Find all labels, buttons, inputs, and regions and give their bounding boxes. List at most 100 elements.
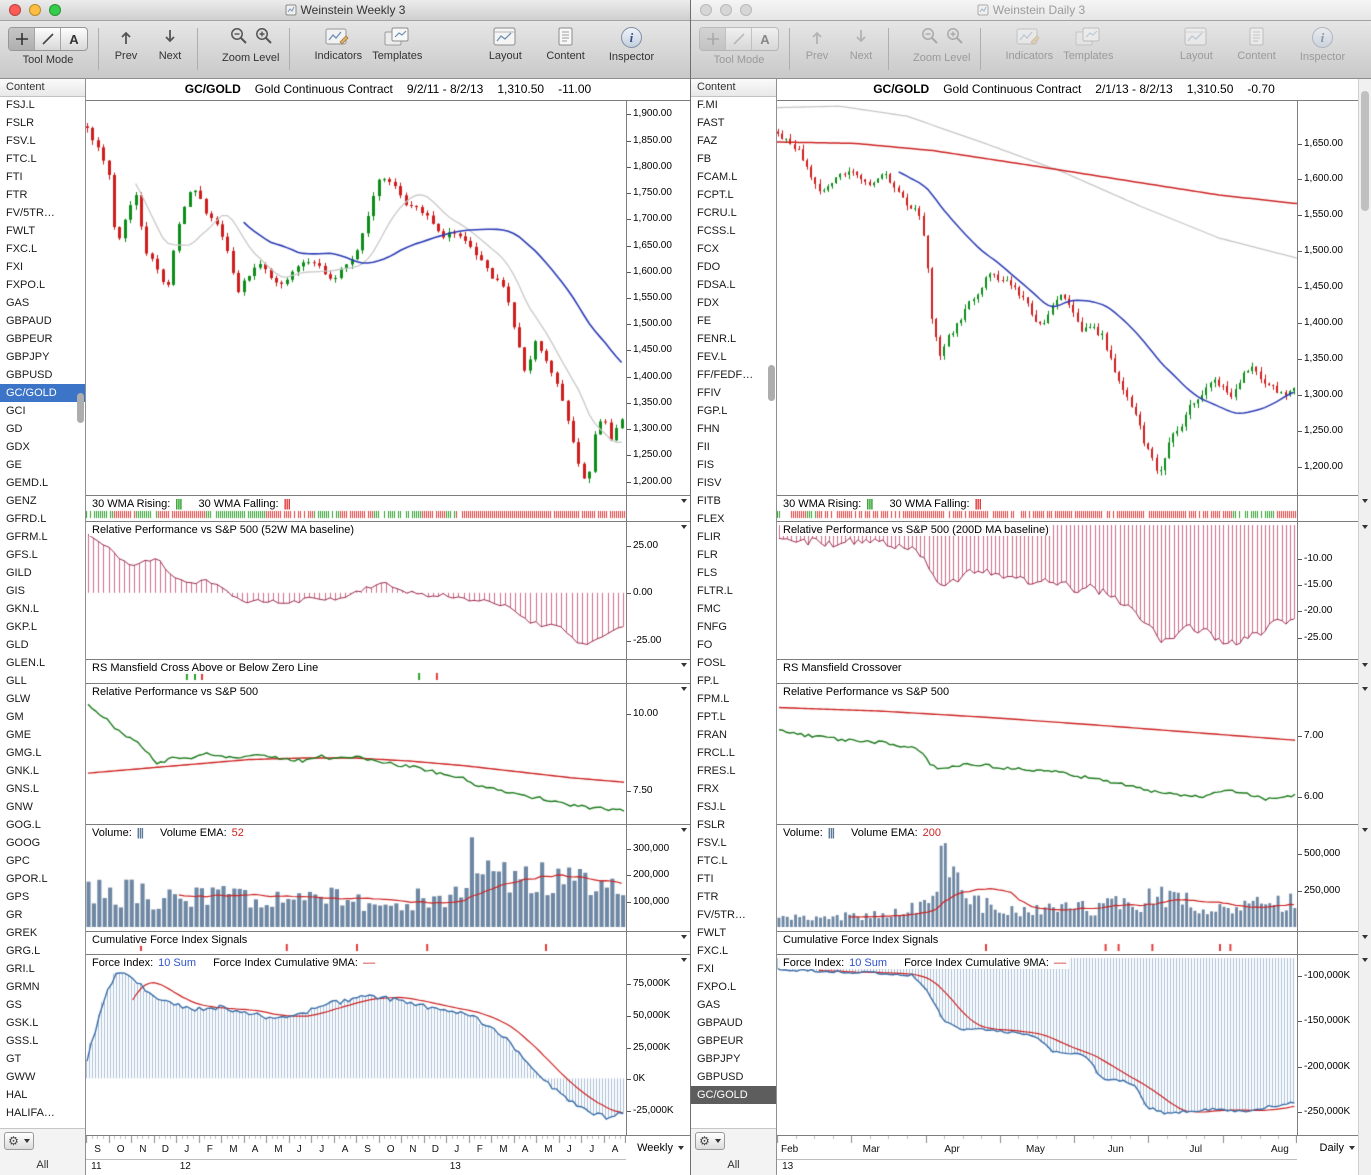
ticker-item[interactable]: FP.L	[697, 675, 719, 687]
force-signal-canvas[interactable]	[777, 943, 1297, 952]
volume-canvas[interactable]	[86, 825, 626, 930]
layout-button[interactable]: Layout	[1179, 27, 1213, 62]
ticker-item[interactable]: GENZ	[6, 495, 37, 507]
relative-performance-canvas[interactable]	[86, 522, 626, 658]
ticker-item[interactable]: FEV.L	[697, 351, 727, 363]
pane-collapse-button[interactable]	[681, 828, 687, 832]
ticker-item[interactable]: GRMN	[6, 981, 40, 993]
tool-pointer-button[interactable]	[700, 28, 726, 50]
ticker-item[interactable]: FENR.L	[697, 333, 737, 345]
action-menu-button[interactable]: ⚙	[4, 1132, 34, 1150]
ticker-item[interactable]: GDX	[6, 441, 30, 453]
ticker-item[interactable]: FLS	[697, 567, 718, 579]
volume-canvas[interactable]	[777, 825, 1297, 930]
ticker-item[interactable]: GRI.L	[6, 963, 35, 975]
ticker-item[interactable]: FII	[697, 441, 710, 453]
ticker-item[interactable]: FXC.L	[697, 945, 729, 957]
ticker-item[interactable]: FTC.L	[697, 855, 728, 867]
ticker-item[interactable]: FHN	[697, 423, 720, 435]
ticker-item[interactable]: FXPO.L	[697, 981, 737, 993]
pane-collapse-button[interactable]	[1362, 525, 1368, 529]
ticker-item[interactable]: FITB	[697, 495, 721, 507]
scrollbar-thumb[interactable]	[1361, 91, 1369, 211]
ticker-item[interactable]: FLR	[697, 549, 718, 561]
minimize-button[interactable]	[720, 4, 732, 16]
ticker-item[interactable]: GBPAUD	[697, 1017, 743, 1029]
ticker-item[interactable]: FRES.L	[697, 765, 736, 777]
ticker-item[interactable]: FPT.L	[697, 711, 726, 723]
close-button[interactable]	[700, 4, 712, 16]
pane-collapse-button[interactable]	[1362, 935, 1368, 939]
pane-collapse-button[interactable]	[1362, 663, 1368, 667]
wma-strip-canvas[interactable]	[777, 510, 1297, 519]
ticker-item[interactable]: FRCL.L	[697, 747, 735, 759]
ticker-item[interactable]: FXI	[697, 963, 715, 975]
ticker-item[interactable]: FV/5TR…	[697, 909, 746, 921]
ticker-item[interactable]: FTR	[6, 189, 28, 201]
ticker-item[interactable]: HALIFA…	[6, 1107, 55, 1119]
relative-performance-canvas[interactable]	[777, 522, 1297, 658]
ticker-item[interactable]: FTI	[697, 873, 714, 885]
ticker-item[interactable]: FDX	[697, 297, 719, 309]
ticker-item[interactable]: GFRD.L	[6, 513, 47, 525]
ticker-item[interactable]: FCRU.L	[697, 207, 737, 219]
ticker-item[interactable]: FSLR	[6, 117, 35, 129]
ticker-item[interactable]: GPOR.L	[6, 873, 48, 885]
ticker-item[interactable]: GREK	[6, 927, 38, 939]
sidebar-scrollbar-thumb[interactable]	[77, 393, 84, 423]
pane-collapse-button[interactable]	[1362, 958, 1368, 962]
pane-collapse-button[interactable]	[681, 525, 687, 529]
pane-collapse-button[interactable]	[1362, 499, 1368, 503]
ticker-item[interactable]: FB	[697, 153, 712, 165]
relative-strength-canvas[interactable]	[777, 684, 1297, 823]
ticker-item[interactable]: GKN.L	[6, 603, 40, 615]
ticker-item[interactable]: GBPAUD	[6, 315, 52, 327]
ticker-item[interactable]: GR	[6, 909, 23, 921]
minimize-button[interactable]	[29, 4, 41, 16]
action-menu-button[interactable]: ⚙	[695, 1132, 725, 1150]
zoom-button[interactable]	[49, 4, 61, 16]
ticker-item[interactable]: FO	[697, 639, 713, 651]
wma-strip-canvas[interactable]	[86, 510, 626, 519]
ticker-list[interactable]: F.MI FAST FAZ FB FCAM.L FCPT.L FCRU.L FCSS.L FCX…	[691, 96, 776, 1129]
ticker-item[interactable]: GLL	[6, 675, 27, 687]
ticker-item[interactable]: GAS	[6, 297, 30, 309]
next-button[interactable]: Next	[153, 27, 187, 62]
ticker-item[interactable]: FSJ.L	[697, 801, 726, 813]
ticker-item[interactable]: GC/GOLD	[0, 384, 85, 402]
ticker-item[interactable]: GOOG	[6, 837, 41, 849]
ticker-item[interactable]: FTI	[6, 171, 23, 183]
content-button[interactable]: Content	[1237, 27, 1276, 62]
ticker-item[interactable]: FWLT	[697, 927, 727, 939]
ticker-item[interactable]: FRAN	[697, 729, 727, 741]
zoom-out-button[interactable]	[229, 26, 248, 51]
layout-button[interactable]: Layout	[488, 27, 522, 62]
ticker-item[interactable]: GNK.L	[6, 765, 40, 777]
ticker-item[interactable]: GD	[6, 423, 23, 435]
ticker-item[interactable]: FFIV	[697, 387, 721, 399]
tool-line-button[interactable]	[726, 28, 752, 50]
ticker-item[interactable]: FSV.L	[6, 135, 36, 147]
zoom-in-button[interactable]	[945, 26, 964, 51]
ticker-item[interactable]: FE	[697, 315, 712, 327]
close-button[interactable]	[9, 4, 21, 16]
period-selector[interactable]: Daily	[1320, 1142, 1355, 1154]
ticker-item[interactable]: GFS.L	[6, 549, 38, 561]
period-selector[interactable]: Weekly	[637, 1142, 684, 1154]
ticker-item[interactable]: GCI	[6, 405, 26, 417]
ticker-item[interactable]: FOSL	[697, 657, 726, 669]
tool-text-button[interactable]: A	[752, 28, 778, 50]
ticker-item[interactable]: FCSS.L	[697, 225, 736, 237]
pane-collapse-button[interactable]	[1362, 687, 1368, 691]
ticker-item[interactable]: GBPJPY	[697, 1053, 741, 1065]
ticker-item[interactable]: GIS	[6, 585, 25, 597]
ticker-item[interactable]: FNFG	[697, 621, 727, 633]
ticker-item[interactable]: GE	[6, 459, 22, 471]
content-button[interactable]: Content	[546, 27, 585, 62]
price-chart-canvas[interactable]	[777, 101, 1297, 494]
ticker-item[interactable]: FCAM.L	[697, 171, 738, 183]
ticker-item[interactable]: GLW	[6, 693, 31, 705]
ticker-item[interactable]: GM	[6, 711, 24, 723]
ticker-item[interactable]: FGP.L	[697, 405, 728, 417]
ticker-item[interactable]: GBPEUR	[697, 1035, 744, 1047]
